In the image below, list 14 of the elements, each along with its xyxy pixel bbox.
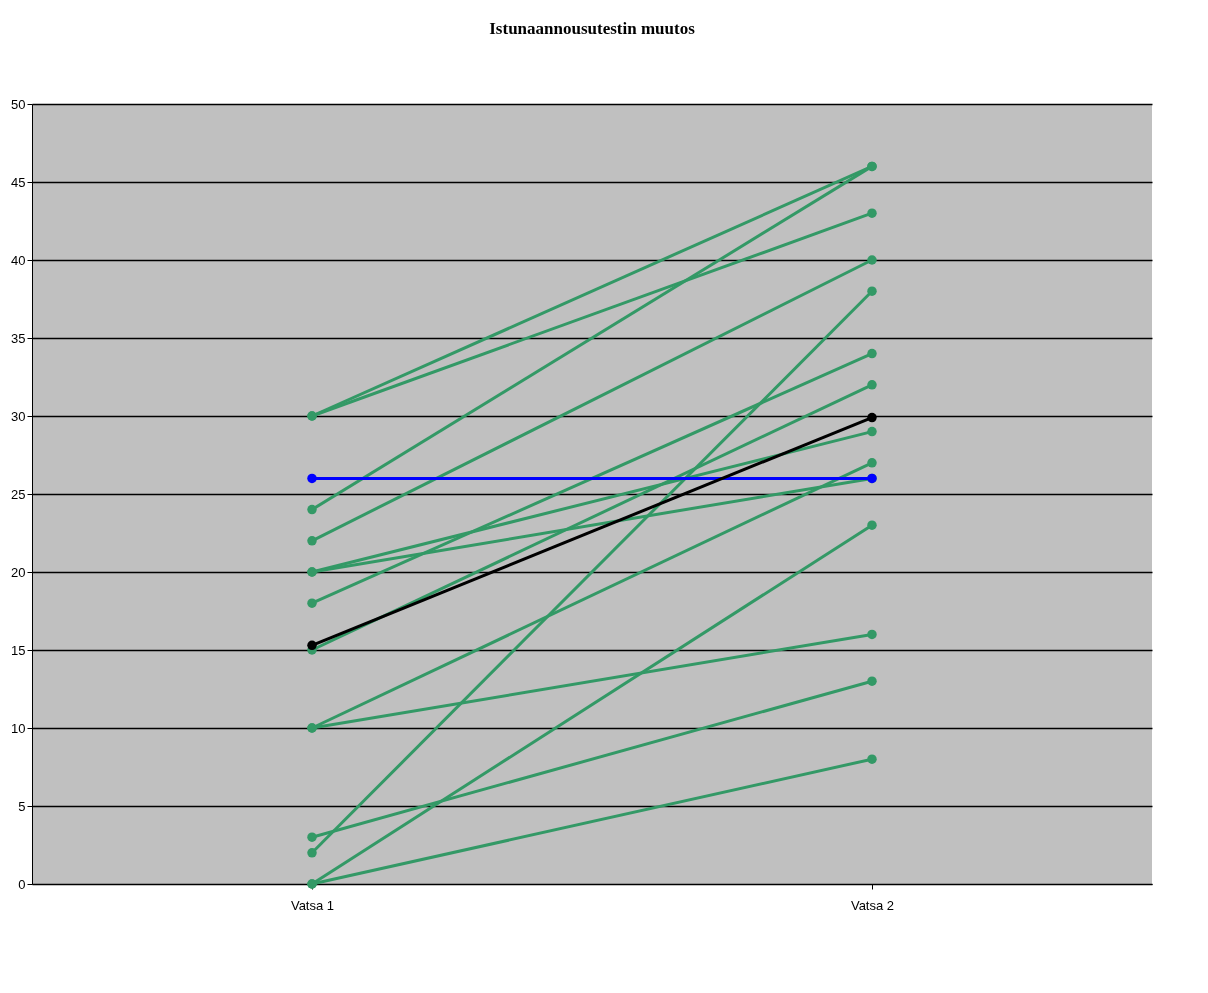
y-tick-label: 50 <box>11 96 26 112</box>
y-tick-label: 20 <box>11 564 26 580</box>
x-tick-label: Vatsa 2 <box>850 897 895 913</box>
y-tick-label: 25 <box>11 486 26 502</box>
y-tick-label: 10 <box>11 720 26 736</box>
x-tick-label: Vatsa 1 <box>290 897 335 913</box>
y-tick-label: 35 <box>11 330 26 346</box>
y-tick-label: 0 <box>18 876 26 892</box>
y-tick-label: 40 <box>11 252 26 268</box>
chart-title: Istunaannousutestin muutos <box>489 19 696 38</box>
y-tick-label: 15 <box>11 642 26 658</box>
y-tick-label: 45 <box>11 174 26 190</box>
y-tick-label: 30 <box>11 408 26 424</box>
y-tick-label: 5 <box>18 798 26 814</box>
